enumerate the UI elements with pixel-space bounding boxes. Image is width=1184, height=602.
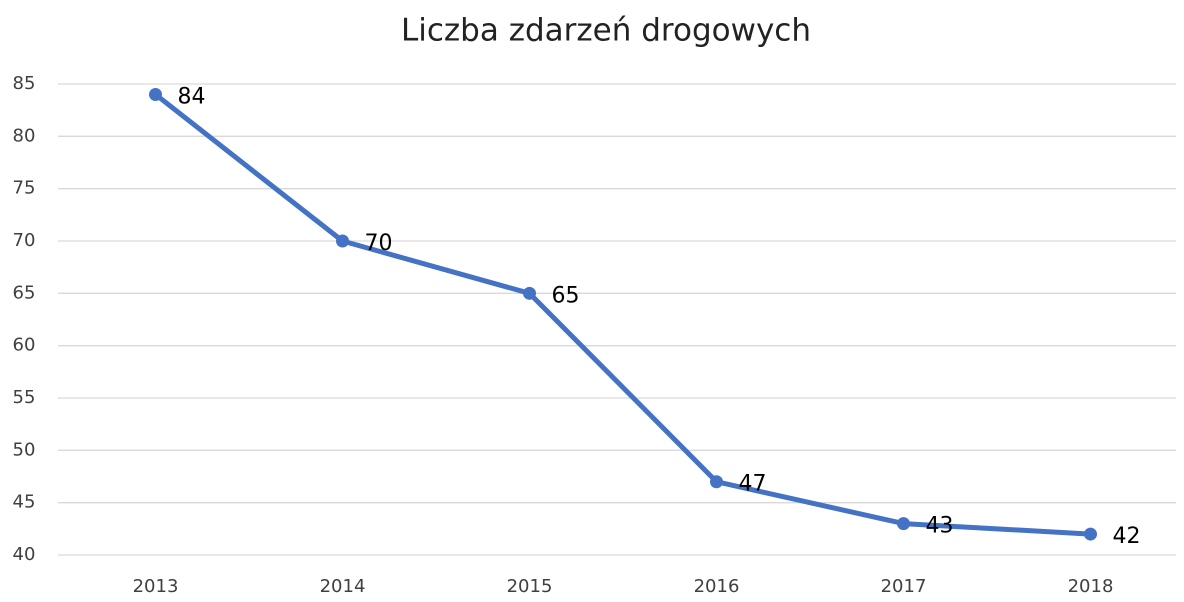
- y-tick-label: 45: [13, 492, 36, 513]
- x-tick-label: 2015: [507, 576, 553, 597]
- data-label: 47: [739, 472, 767, 497]
- y-tick-label: 60: [13, 335, 36, 356]
- point: [149, 87, 162, 101]
- x-tick-label: 2016: [694, 576, 740, 597]
- line: [153, 92, 1091, 537]
- y-tick-label: 75: [13, 178, 36, 199]
- chart-title: Liczba zdarzeń drogowych: [401, 13, 811, 49]
- y-tick-label: 70: [13, 230, 36, 251]
- point: [523, 286, 536, 300]
- point: [710, 475, 723, 489]
- x-tick-label: 2013: [133, 576, 179, 597]
- x-tick-label: 2017: [881, 576, 927, 597]
- data-label: 84: [178, 84, 206, 109]
- data-label: 65: [552, 283, 580, 308]
- y-tick-label: 65: [13, 282, 36, 303]
- point: [1084, 527, 1097, 541]
- x-tick-label: 2018: [1068, 576, 1114, 597]
- data-label: 42: [1113, 524, 1141, 549]
- y-tick-label: 40: [13, 544, 36, 565]
- point: [336, 234, 349, 248]
- point: [897, 517, 910, 531]
- data-label: 70: [365, 231, 393, 256]
- y-tick-label: 85: [13, 73, 36, 94]
- y-tick-label: 80: [13, 125, 36, 146]
- data-label: 43: [926, 514, 954, 539]
- y-tick-label: 55: [13, 387, 36, 408]
- y-tick-label: 50: [13, 439, 36, 460]
- x-tick-label: 2014: [320, 576, 366, 597]
